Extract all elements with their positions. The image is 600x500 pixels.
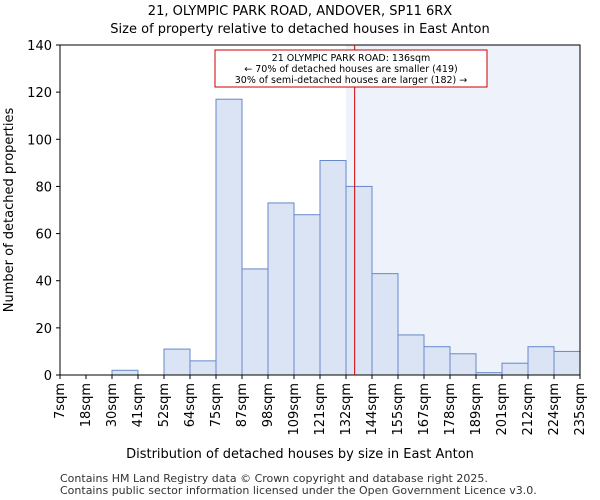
x-tick-label: 98sqm xyxy=(261,383,276,427)
x-tick-label: 75sqm xyxy=(209,383,224,427)
x-tick-label: 212sqm xyxy=(521,383,536,436)
x-tick-label: 109sqm xyxy=(287,383,302,436)
footer-line-1: Contains HM Land Registry data © Crown c… xyxy=(60,472,488,485)
x-tick-label: 235sqm xyxy=(573,383,588,436)
x-tick-label: 52sqm xyxy=(157,383,172,427)
y-tick-label: 120 xyxy=(27,86,52,101)
x-tick-label: 121sqm xyxy=(313,383,328,436)
bar-144sqm xyxy=(371,273,399,376)
bar-30sqm xyxy=(111,369,139,376)
y-tick-label: 0 xyxy=(44,369,52,384)
plot-area: 0 20 40 60 80 100 120 140 7sqm 18sqm 30sqm 41sqm 52s… xyxy=(27,39,588,436)
x-tick-label: 189sqm xyxy=(469,383,484,436)
bar-109sqm xyxy=(293,214,321,376)
y-tick-label: 140 xyxy=(27,39,52,54)
x-tick-label: 30sqm xyxy=(105,383,120,427)
bar-132sqm xyxy=(345,185,373,376)
bar-155sqm xyxy=(397,334,425,376)
bar-52sqm xyxy=(163,348,191,376)
bar-178sqm xyxy=(449,353,477,376)
x-tick-label: 224sqm xyxy=(547,383,562,436)
annotation-line2: ← 70% of detached houses are smaller (41… xyxy=(244,64,457,75)
x-tick-label: 201sqm xyxy=(495,383,510,436)
x-axis-label: Distribution of detached houses by size … xyxy=(126,447,474,462)
plot-frame xyxy=(59,44,581,376)
bar-201sqm xyxy=(501,362,529,376)
x-tick-label: 155sqm xyxy=(391,383,406,436)
x-tick-label: 18sqm xyxy=(79,383,94,427)
y-tick-label: 60 xyxy=(35,228,52,243)
chart-title: 21, OLYMPIC PARK ROAD, ANDOVER, SP11 6RX xyxy=(148,4,452,19)
x-tick-label: 64sqm xyxy=(183,383,198,427)
chart-subtitle: Size of property relative to detached ho… xyxy=(110,22,489,37)
x-tick-label: 178sqm xyxy=(443,383,458,436)
x-tick-label: 7sqm xyxy=(53,383,68,419)
x-tick-label: 41sqm xyxy=(131,383,146,427)
bar-87sqm xyxy=(241,268,269,376)
y-tick-label: 80 xyxy=(35,180,52,195)
bar-98sqm xyxy=(267,202,295,376)
x-tick-label: 87sqm xyxy=(235,383,250,427)
bar-212sqm xyxy=(527,346,555,376)
y-axis-label: Number of detached properties xyxy=(2,108,17,313)
bar-167sqm xyxy=(423,346,451,376)
bar-121sqm xyxy=(319,160,347,376)
x-tick-label: 167sqm xyxy=(417,383,432,436)
annotation-line3: 30% of semi-detached houses are larger (… xyxy=(235,75,468,86)
y-tick-label: 20 xyxy=(35,322,52,337)
annotation-box xyxy=(214,49,488,88)
y-tick-label: 40 xyxy=(35,275,52,290)
y-tick-label: 100 xyxy=(27,133,52,148)
bar-224sqm xyxy=(553,350,581,376)
annotation-line1: 21 OLYMPIC PARK ROAD: 136sqm xyxy=(272,53,431,64)
bar-75sqm xyxy=(215,98,243,376)
x-tick-label: 144sqm xyxy=(365,383,380,436)
bar-64sqm xyxy=(189,360,217,376)
footer-line-2: Contains public sector information licen… xyxy=(60,484,537,497)
x-tick-label: 132sqm xyxy=(339,383,354,436)
